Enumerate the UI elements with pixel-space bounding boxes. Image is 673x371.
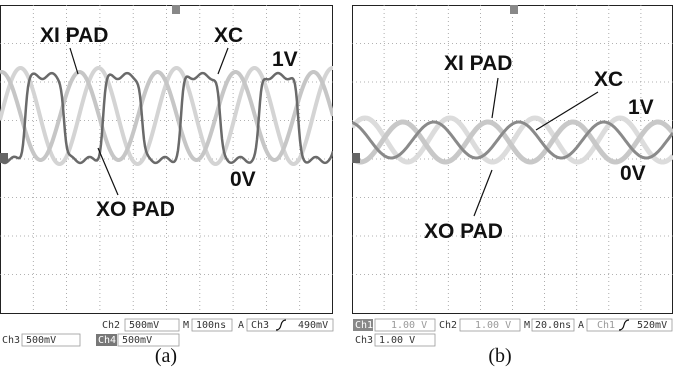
signal-label: XO PAD bbox=[96, 198, 175, 221]
signal-label: XI PAD bbox=[40, 24, 108, 47]
status-text: M bbox=[183, 320, 189, 331]
status-text: Ch3 bbox=[355, 335, 373, 346]
status-text: A bbox=[238, 320, 244, 331]
voltage-label: 0V bbox=[230, 168, 256, 191]
status-text: 1.00 V bbox=[391, 320, 427, 331]
status-text: Ch3 bbox=[2, 335, 20, 346]
voltage-label: 0V bbox=[620, 162, 646, 185]
status-text: 520mV bbox=[637, 320, 667, 331]
status-text: A bbox=[578, 320, 584, 331]
figure: XI PAD XC 1V XO PAD 0V XI PAD XC 1V XO P… bbox=[0, 0, 673, 371]
status-text: 20.0ns bbox=[535, 320, 571, 331]
trigger-marker bbox=[172, 5, 180, 14]
status-text: Ch1 bbox=[597, 320, 615, 331]
status-text: 500mV bbox=[129, 320, 159, 331]
trigger-marker bbox=[510, 5, 518, 14]
status-text: Ch2 bbox=[102, 320, 120, 331]
status-text: 100ns bbox=[196, 320, 226, 331]
caption: (a) bbox=[155, 345, 177, 367]
status-text: Ch1 bbox=[355, 320, 373, 331]
voltage-label: 1V bbox=[628, 96, 654, 119]
status-text: 500mV bbox=[122, 335, 152, 346]
status-text: M bbox=[524, 320, 530, 331]
signal-label: XC bbox=[594, 68, 623, 91]
signal-label: XI PAD bbox=[444, 52, 512, 75]
status-text: 500mV bbox=[26, 335, 56, 346]
signal-label: XO PAD bbox=[424, 220, 503, 243]
status-text: 1.00 V bbox=[379, 335, 415, 346]
status-text: Ch3 bbox=[251, 320, 269, 331]
status-text: Ch4 bbox=[98, 335, 116, 346]
caption: (b) bbox=[488, 345, 511, 367]
status-text: Ch2 bbox=[439, 320, 457, 331]
status-text: 1.00 V bbox=[475, 320, 511, 331]
channel-marker bbox=[0, 153, 8, 163]
signal-label: XC bbox=[214, 24, 243, 47]
status-text: 490mV bbox=[298, 320, 328, 331]
voltage-label: 1V bbox=[272, 48, 298, 71]
channel-marker bbox=[352, 153, 360, 163]
